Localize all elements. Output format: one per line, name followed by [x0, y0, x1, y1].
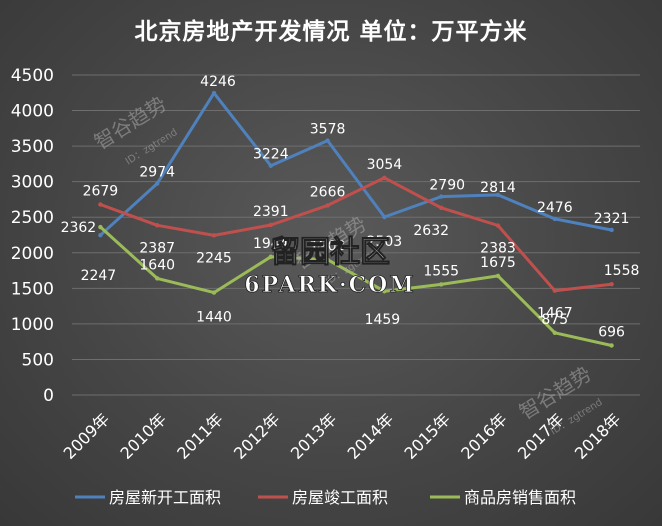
data-label: 2666 [310, 184, 346, 200]
y-tick-label: 4500 [11, 66, 54, 86]
data-label: 2632 [413, 223, 449, 239]
legend-entry: 商品房销售面积 [464, 488, 576, 507]
data-label: 3054 [367, 157, 403, 173]
series-line [99, 225, 612, 347]
data-point [609, 282, 614, 287]
data-label: 2383 [480, 241, 516, 257]
data-point [155, 223, 160, 228]
data-point [325, 203, 330, 208]
data-point [211, 290, 217, 295]
data-point [382, 289, 387, 294]
data-label: 2321 [594, 211, 630, 227]
data-label: 696 [598, 325, 625, 341]
data-label: 4246 [200, 74, 236, 90]
y-tick-label: 2500 [11, 208, 54, 228]
data-point [552, 216, 557, 222]
data-point [439, 282, 444, 287]
y-tick-label: 500 [22, 350, 54, 370]
y-tick-label: 1500 [11, 279, 54, 299]
x-tick-label: 2013年 [287, 409, 341, 463]
x-tick-label: 2015年 [400, 409, 454, 463]
data-label: 1555 [423, 263, 459, 279]
y-tick-label: 0 [43, 386, 54, 406]
x-tick-label: 2017年 [514, 409, 568, 463]
x-tick-label: 2014年 [344, 409, 398, 463]
data-point [325, 138, 330, 143]
data-label: 1903 [310, 239, 346, 255]
data-label: 2362 [61, 220, 97, 236]
data-point [552, 288, 557, 293]
data-label: 1675 [480, 255, 516, 271]
series-line [99, 176, 612, 293]
chart-title: 北京房地产开发情况 单位：万平方米 [134, 19, 528, 45]
data-point [98, 202, 103, 207]
data-label: 2391 [253, 204, 289, 220]
data-label: 2476 [537, 200, 573, 216]
data-point [155, 181, 160, 186]
y-tick-label: 3000 [11, 173, 54, 193]
data-point [609, 343, 614, 348]
legend-entry: 房屋新开工面积 [109, 488, 221, 507]
x-tick-label: 2016年 [457, 409, 511, 463]
data-label: 3224 [253, 147, 289, 163]
data-label: 1640 [139, 257, 175, 273]
series-line [99, 91, 612, 237]
data-point [495, 223, 501, 228]
data-point [268, 163, 273, 168]
data-label: 2387 [139, 240, 175, 256]
x-tick-label: 2012年 [230, 409, 284, 463]
data-point [268, 222, 273, 228]
data-point [325, 257, 330, 262]
y-tick-label: 1000 [11, 315, 54, 335]
data-label: 2814 [480, 180, 516, 196]
data-label: 1459 [365, 312, 401, 328]
data-label: 2503 [367, 234, 403, 250]
data-label: 3578 [310, 122, 346, 138]
data-point [495, 192, 501, 198]
data-label: 1440 [196, 310, 232, 326]
data-point [211, 90, 217, 96]
data-point [211, 233, 217, 238]
data-label: 2247 [81, 268, 117, 284]
data-label: 875 [541, 312, 568, 328]
y-tick-label: 2000 [11, 244, 54, 264]
data-label: 1467 [537, 306, 573, 322]
data-label: 2245 [196, 250, 232, 266]
y-tick-label: 4000 [11, 102, 54, 122]
data-label: 2679 [83, 183, 119, 199]
data-point [155, 276, 160, 281]
data-point [382, 175, 387, 181]
y-tick-label: 3500 [11, 137, 54, 157]
data-point [98, 224, 103, 230]
site-logo: 留园社区 [270, 235, 390, 270]
data-point [609, 227, 614, 233]
data-point [98, 233, 103, 238]
data-point [439, 205, 444, 211]
data-label: 2790 [429, 178, 465, 194]
legend-entry: 房屋竣工面积 [292, 488, 388, 507]
data-label: 1944 [253, 236, 289, 252]
data-label: 1558 [604, 263, 640, 279]
data-point [552, 330, 557, 335]
site-logo-url: 6PARK·COM [244, 272, 415, 298]
data-point [382, 214, 387, 220]
data-label: 2974 [139, 165, 175, 181]
data-point [268, 254, 273, 259]
data-point [439, 194, 444, 199]
data-point [495, 273, 501, 279]
x-tick-label: 2009年 [60, 409, 114, 463]
x-tick-label: 2010年 [116, 409, 170, 463]
x-tick-label: 2011年 [173, 409, 227, 463]
